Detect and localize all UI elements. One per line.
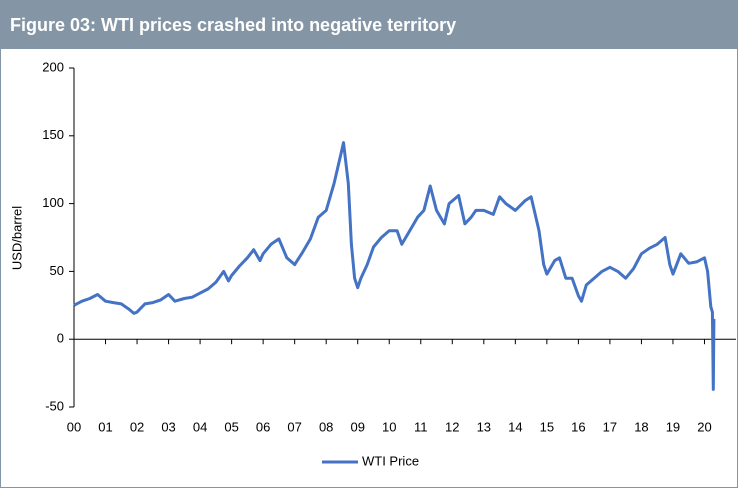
- x-tick-label: 03: [161, 419, 175, 434]
- y-tick-label: 100: [42, 195, 64, 210]
- x-tick-label: 18: [634, 419, 648, 434]
- x-tick-label: 14: [508, 419, 522, 434]
- x-tick-label: 11: [414, 419, 428, 434]
- x-tick-label: 16: [571, 419, 585, 434]
- x-tick-label: 15: [540, 419, 554, 434]
- x-tick-label: 20: [697, 419, 711, 434]
- y-tick-label: 50: [50, 263, 64, 278]
- x-tick-label: 17: [603, 419, 617, 434]
- x-tick-label: 02: [130, 419, 144, 434]
- x-tick-label: 10: [382, 419, 396, 434]
- x-tick-label: 12: [445, 419, 459, 434]
- x-tick-label: 13: [477, 419, 491, 434]
- x-tick-label: 08: [319, 419, 333, 434]
- y-axis-label: USD/barrel: [9, 206, 24, 270]
- y-tick-label: 200: [42, 59, 64, 74]
- legend-label: WTI Price: [362, 453, 419, 468]
- x-tick-label: 00: [67, 419, 81, 434]
- header-band: [0, 0, 738, 48]
- series-line: [73, 141, 716, 391]
- y-tick-label: 0: [57, 331, 64, 346]
- x-tick-label: 06: [256, 419, 270, 434]
- chart-title: Figure 03: WTI prices crashed into negat…: [10, 15, 456, 35]
- y-tick-label: -50: [45, 398, 64, 413]
- x-tick-label: 07: [287, 419, 301, 434]
- x-tick-label: 05: [224, 419, 238, 434]
- x-tick-label: 09: [350, 419, 364, 434]
- x-tick-label: 01: [98, 419, 112, 434]
- x-tick-label: 19: [666, 419, 680, 434]
- x-tick-label: 04: [193, 419, 207, 434]
- y-tick-label: 150: [42, 127, 64, 142]
